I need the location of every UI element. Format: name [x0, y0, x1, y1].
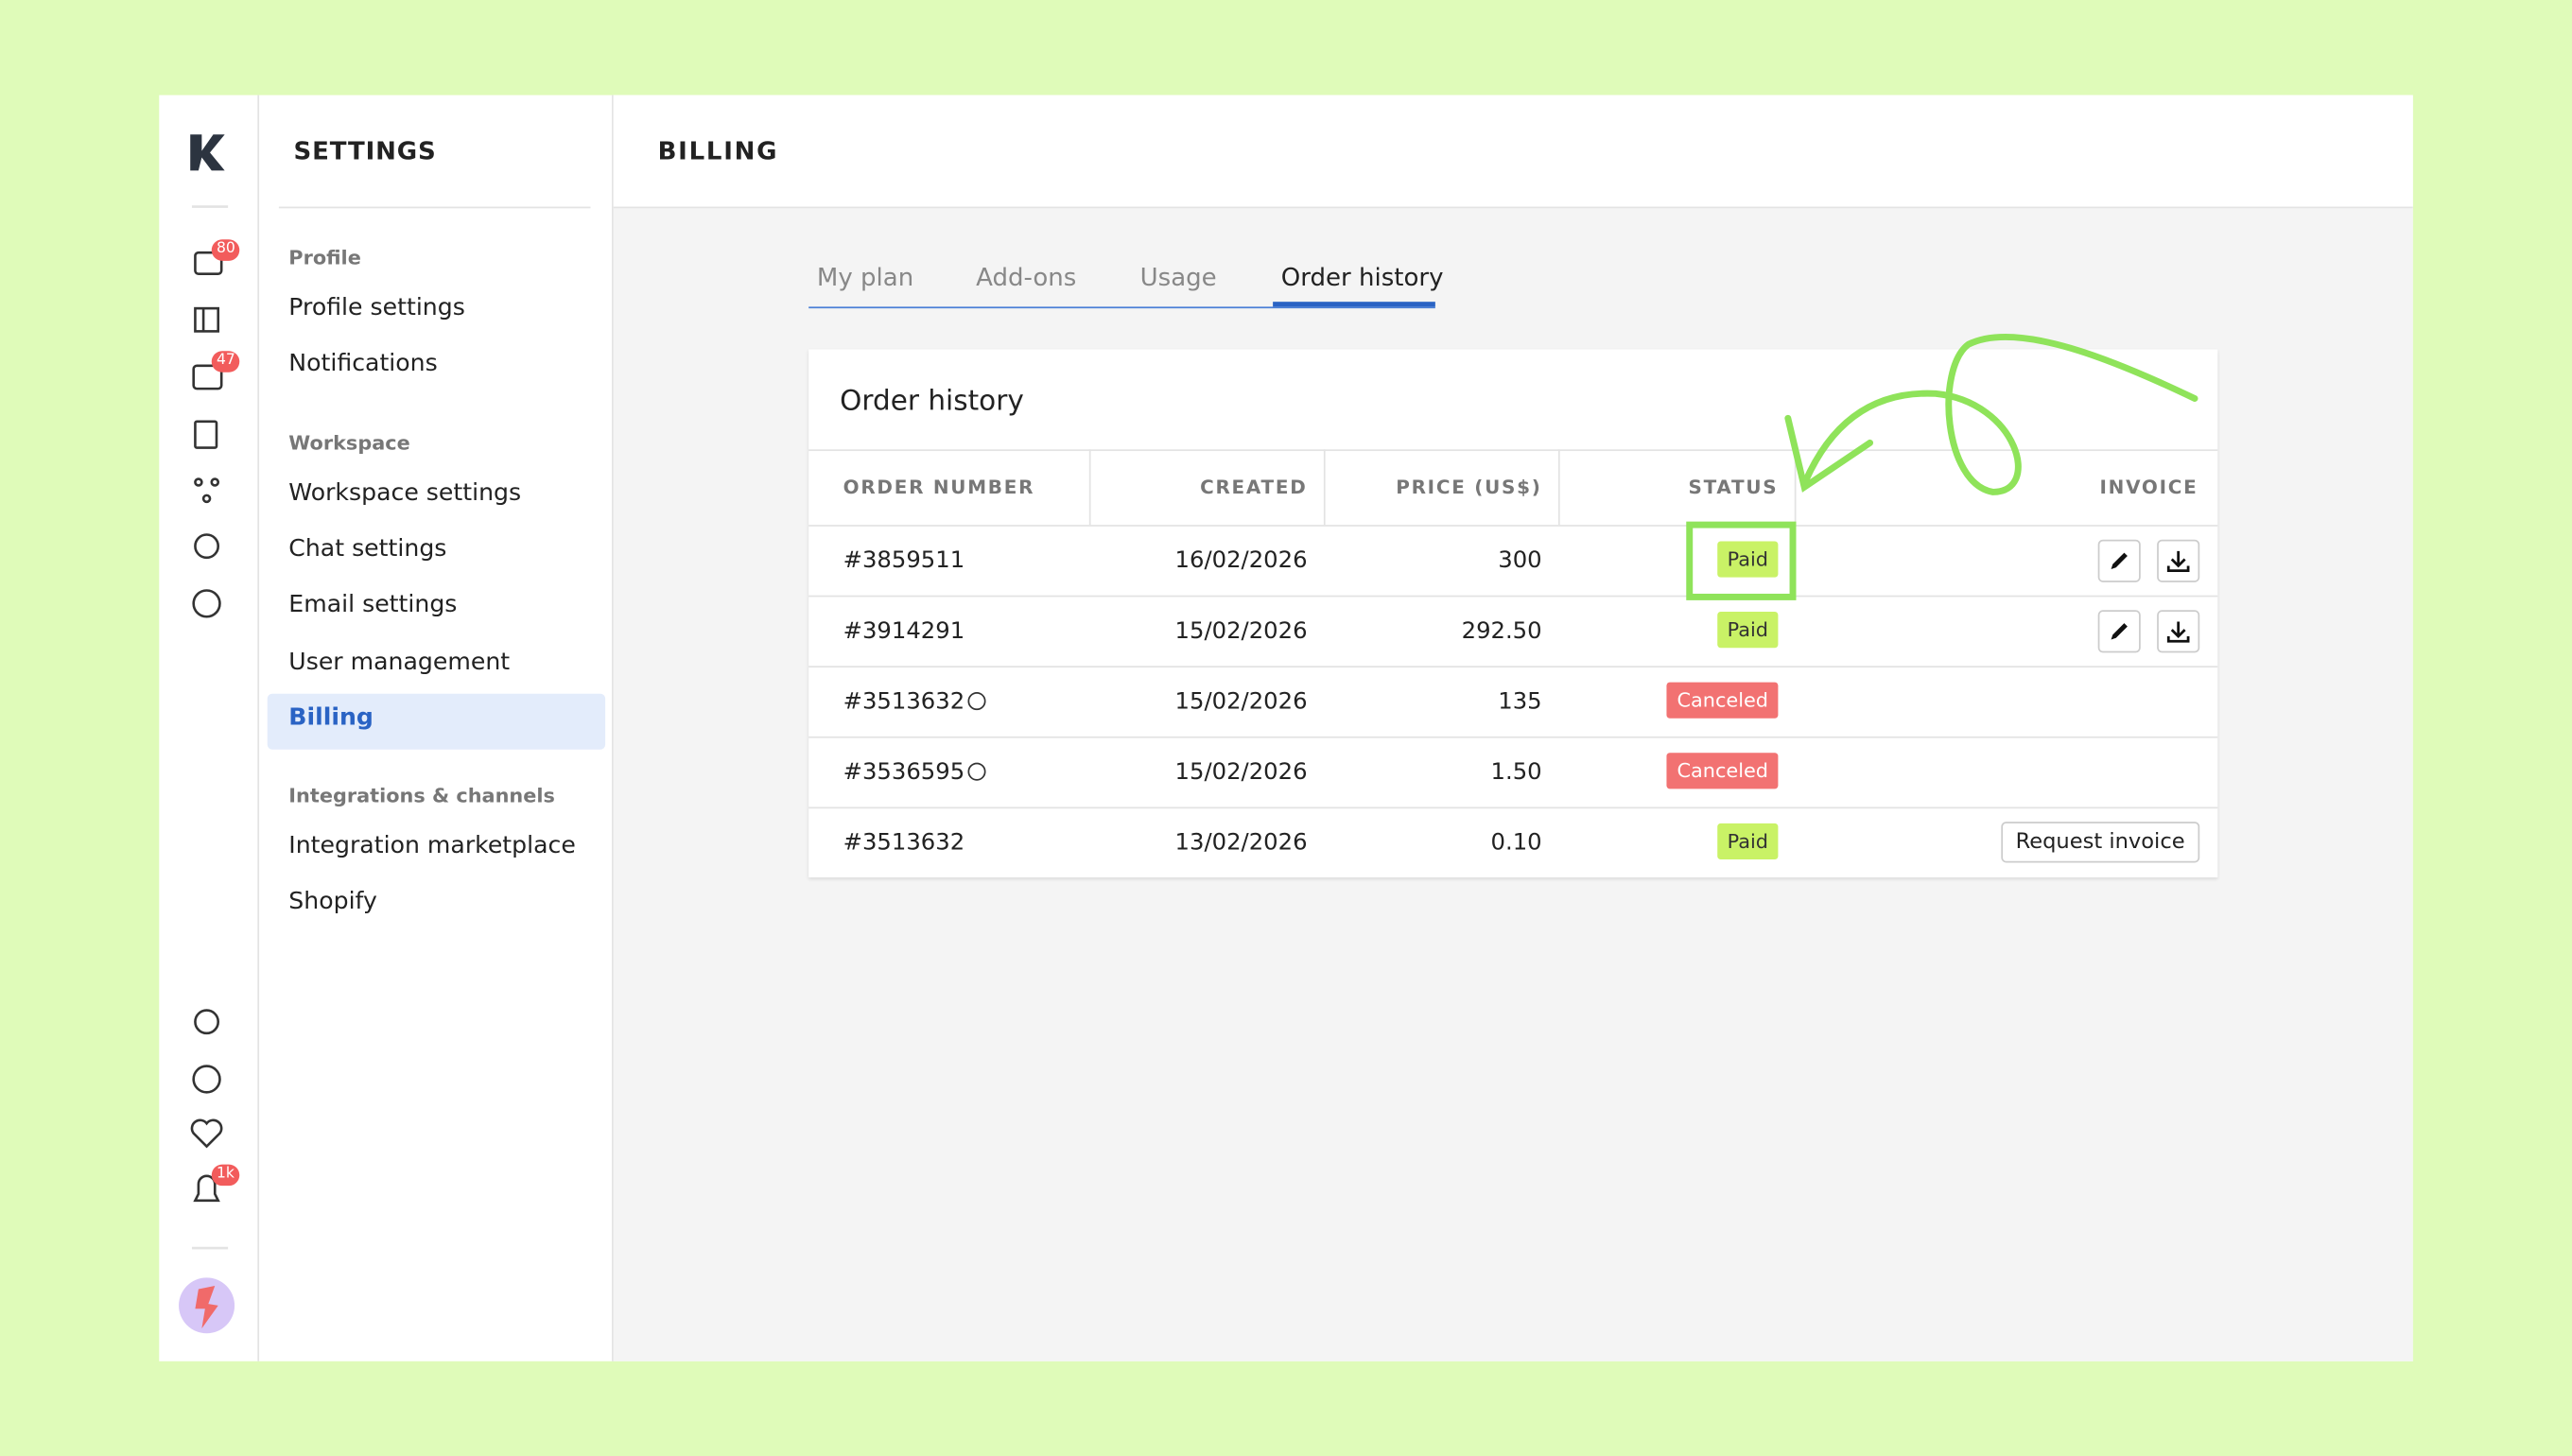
sidebar-title: SETTINGS [293, 135, 437, 166]
column-header: ORDER NUMBER [843, 476, 1035, 499]
help-icon [967, 692, 986, 711]
order-number: #3513632 [843, 829, 965, 857]
card-title: Order history [840, 385, 1024, 419]
nav-item[interactable]: User management [288, 649, 511, 675]
order-number: #3859511 [843, 547, 965, 575]
created: 13/02/2026 [1174, 829, 1308, 857]
divider [278, 206, 591, 209]
nav-item[interactable]: Integration marketplace [288, 833, 576, 860]
tabs: My plan Add-ons Usage Order history [808, 259, 1444, 309]
order-number: #3513632 [843, 688, 965, 716]
row-border [808, 595, 2218, 598]
download-icon [2166, 621, 2190, 643]
status-badge: Canceled [1667, 753, 1779, 789]
created: 15/02/2026 [1174, 759, 1308, 786]
column-border [1088, 449, 1091, 526]
settings-sidebar: SETTINGS Profile Profile settings Notifica… [259, 95, 614, 1361]
row-border [808, 666, 2218, 668]
tab-underline [1273, 302, 1435, 307]
status-badge: Paid [1717, 823, 1779, 859]
edit-button[interactable] [2097, 610, 2141, 653]
status-badge: Canceled [1667, 682, 1779, 719]
tab[interactable]: Order history [1280, 262, 1444, 292]
price: 135 [1498, 688, 1542, 716]
badge: 47 [211, 351, 241, 373]
download-icon [2166, 550, 2190, 573]
row-border [808, 736, 2218, 738]
price: 300 [1498, 547, 1542, 575]
nav-item[interactable]: Workspace settings [288, 479, 522, 507]
tab[interactable]: Add-ons [976, 262, 1077, 292]
badge: 80 [211, 239, 241, 261]
column-border [1794, 449, 1797, 526]
download-button[interactable] [2157, 539, 2200, 582]
status-badge: Paid [1717, 541, 1779, 578]
order-number: #3914291 [843, 617, 965, 645]
tab[interactable]: My plan [816, 262, 914, 292]
app-panel: 80 47 1k SETTINGS Profile Profile setting… [159, 95, 2413, 1361]
order-card: Order history ORDER NUMBER CREATED PRICE (… [808, 349, 2218, 878]
price: 292.50 [1461, 617, 1542, 645]
nav-item[interactable]: Notifications [288, 351, 438, 378]
main: BILLING My plan Add-ons Usage Order history… [613, 95, 2413, 1361]
table-border [808, 449, 2218, 452]
header: BILLING [613, 95, 2413, 209]
tab[interactable]: Usage [1139, 262, 1217, 292]
column-border [1557, 449, 1560, 526]
section-heading: Integrations & channels [288, 784, 555, 807]
price: 0.10 [1490, 829, 1542, 857]
download-button[interactable] [2157, 610, 2200, 653]
badge: 1k [211, 1164, 240, 1187]
nav-item[interactable]: Billing [288, 704, 374, 732]
nav-item[interactable]: Profile settings [288, 295, 465, 322]
column-border [1323, 449, 1326, 526]
edit-button[interactable] [2097, 539, 2141, 582]
rail-icons [179, 134, 235, 1334]
section-heading: Workspace [288, 430, 410, 454]
price: 1.50 [1490, 759, 1542, 786]
section-heading: Profile [288, 246, 361, 269]
nav-item[interactable]: Chat settings [288, 536, 447, 563]
column-header: STATUS [1688, 476, 1779, 499]
nav-item[interactable]: Email settings [288, 592, 458, 619]
created: 15/02/2026 [1174, 617, 1308, 645]
request-invoice-button[interactable]: Request invoice [2000, 822, 2200, 863]
row-border [808, 806, 2218, 809]
edit-icon [2111, 623, 2128, 640]
created: 16/02/2026 [1174, 547, 1308, 575]
column-header: INVOICE [2099, 476, 2198, 499]
row-border [808, 525, 2218, 527]
status-badge: Paid [1717, 612, 1779, 649]
created: 15/02/2026 [1174, 688, 1308, 716]
page-title: BILLING [657, 135, 779, 166]
edit-icon [2111, 552, 2128, 569]
icon-rail: 80 47 1k [159, 95, 260, 1361]
active-highlight [267, 693, 606, 750]
nav-item[interactable]: Shopify [288, 889, 377, 916]
column-header: CREATED [1200, 476, 1308, 499]
order-number: #3536595 [843, 759, 965, 786]
help-icon [967, 762, 986, 781]
column-header: PRICE (US$) [1396, 476, 1542, 499]
